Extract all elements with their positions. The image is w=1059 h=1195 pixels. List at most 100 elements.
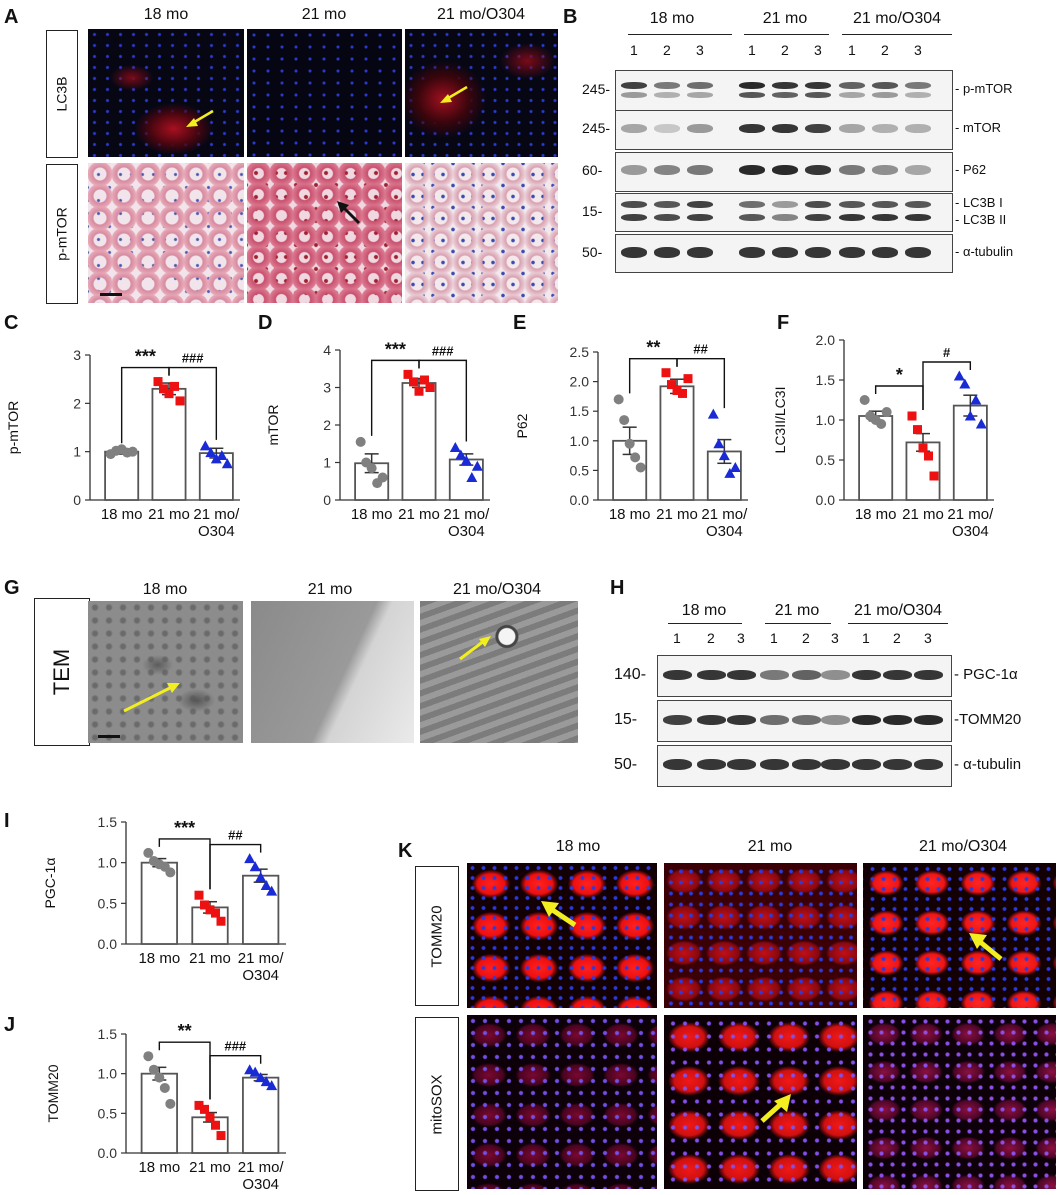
data-point	[876, 419, 887, 429]
panel-k-col-21mo: 21 mo	[747, 838, 793, 855]
data-point	[619, 415, 630, 426]
protein-band	[759, 670, 789, 680]
data-point	[729, 461, 741, 472]
data-point	[425, 383, 435, 392]
protein-band	[696, 715, 726, 725]
tem-image-18mo	[88, 601, 243, 743]
protein-band	[696, 670, 726, 680]
y-tick-label: 1.0	[570, 433, 590, 449]
data-point	[159, 384, 168, 394]
significance-label: ***	[135, 347, 156, 367]
x-tick-label: 21 mo	[189, 950, 231, 967]
data-point	[724, 467, 736, 478]
molecular-weight-marker: 245-	[582, 120, 611, 136]
panel-label-a: A	[4, 6, 19, 28]
protein-band	[687, 201, 713, 208]
protein-band	[662, 715, 692, 725]
lane-number: 3	[696, 42, 704, 58]
data-point	[913, 425, 922, 435]
protein-band	[905, 201, 931, 208]
protein-band	[882, 670, 912, 680]
significance-label: ###	[224, 1039, 246, 1054]
group-underline	[848, 623, 948, 624]
y-tick-label: 0.0	[816, 492, 836, 508]
y-tick-label: 0.0	[98, 936, 118, 952]
lane-number: 1	[748, 42, 756, 58]
data-point	[678, 388, 687, 398]
molecular-weight-marker: 245-	[582, 81, 611, 97]
y-tick-label: 1.0	[98, 1066, 118, 1082]
lane-number: 2	[893, 630, 901, 646]
data-point	[154, 1072, 165, 1083]
data-point	[635, 462, 646, 473]
x-tick-label: 18 mo	[101, 506, 143, 523]
protein-band	[872, 247, 898, 258]
lc3b-micrograph-18mo	[88, 29, 244, 157]
lane-number: 1	[770, 630, 778, 646]
tem-image-o304	[420, 601, 578, 743]
tomm20-image-18mo	[467, 863, 657, 1008]
protein-band	[654, 82, 680, 89]
protein-band	[839, 124, 865, 133]
pmtor-ihc-21mo	[247, 163, 402, 303]
protein-band	[805, 201, 831, 208]
data-point	[260, 1076, 272, 1087]
data-point	[667, 380, 676, 390]
panel-h-group-18mo: 18 mo	[681, 602, 727, 619]
x-tick-label: 21 mo/	[443, 506, 490, 523]
protein-band	[772, 247, 798, 258]
significance-label: ##	[693, 342, 708, 357]
arrow-icon	[337, 201, 361, 225]
data-point	[194, 1100, 204, 1110]
panel-label-b: B	[563, 6, 578, 28]
y-axis-label: p-mTOR	[5, 401, 21, 454]
lane-number: 1	[673, 630, 681, 646]
protein-band	[872, 165, 898, 175]
x-tick-label: 21 mo	[902, 506, 944, 523]
x-tick-label: 21 mo/	[193, 506, 240, 523]
panel-g-col-18mo: 18 mo	[142, 581, 188, 598]
protein-band	[791, 670, 821, 680]
protein-band	[851, 715, 881, 725]
molecular-weight-marker: 50-	[614, 756, 638, 773]
arrow-icon	[123, 683, 180, 713]
protein-band	[851, 670, 881, 680]
y-tick-label: 0.5	[570, 462, 590, 478]
y-axis-label: P62	[514, 413, 530, 438]
protein-band	[913, 670, 943, 680]
molecular-weight-marker: 140-	[614, 666, 647, 683]
panel-g-col-21mo: 21 mo	[307, 581, 353, 598]
significance-label: ***	[174, 818, 195, 838]
protein-band	[739, 82, 765, 89]
y-tick-label: 2.0	[570, 374, 590, 390]
lc3b-micrograph-o304	[405, 29, 558, 157]
protein-band	[654, 165, 680, 175]
protein-band	[905, 214, 931, 221]
protein-band	[820, 715, 850, 725]
protein-band	[759, 759, 789, 770]
lane-number: 2	[781, 42, 789, 58]
scale-bar	[100, 293, 122, 296]
panel-b-group-21mo: 21 mo	[762, 10, 808, 27]
protein-band	[662, 670, 692, 680]
tomm20-image-o304	[863, 863, 1056, 1008]
significance-label: *	[896, 365, 903, 385]
data-point	[929, 471, 939, 481]
data-point	[366, 463, 377, 474]
data-point	[211, 1120, 220, 1130]
protein-band	[621, 201, 647, 208]
pmtor-ihc-o304	[405, 163, 558, 303]
y-tick-label: 1.5	[98, 814, 118, 830]
protein-band	[872, 124, 898, 133]
y-tick-label: 0.5	[98, 895, 118, 911]
protein-band	[772, 92, 798, 98]
blot-strip	[615, 193, 953, 232]
lane-number: 3	[924, 630, 932, 646]
group-underline	[744, 34, 829, 35]
band-label: - PGC-1α	[954, 666, 1018, 683]
data-point	[964, 410, 976, 421]
group-underline	[842, 34, 952, 35]
x-tick-label: 21 mo/	[238, 1159, 285, 1176]
data-point	[249, 861, 261, 872]
data-point	[661, 368, 671, 378]
